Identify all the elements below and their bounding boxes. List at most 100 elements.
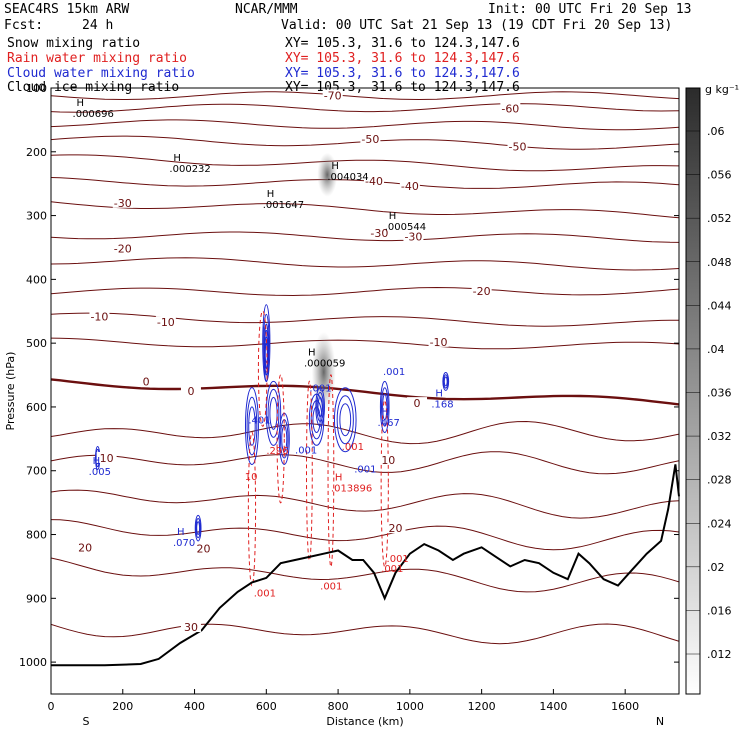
isotherm-label-bg <box>471 284 492 296</box>
legend-rain-xy: XY= 105.3, 31.6 to 124.3,147.6 <box>285 51 520 66</box>
isotherm-label: -10 <box>157 316 175 329</box>
isotherm-line <box>51 378 679 406</box>
isotherm-label: 0 <box>187 385 194 398</box>
isotherm-label: 20 <box>78 541 92 554</box>
legend-cloudwater-name: Cloud water mixing ratio <box>7 66 195 81</box>
cloud-water-contour <box>194 514 202 542</box>
y-tick-label: 200 <box>26 146 47 159</box>
isotherm-label: -40 <box>365 175 383 188</box>
cloud-water-contour <box>195 518 201 539</box>
colorbar: g kg⁻¹ .06 .056 .052 .048 .044 .04 .036 .032 .02… <box>685 83 739 695</box>
isotherm-line <box>51 519 679 551</box>
cloud-water-contour <box>267 388 280 438</box>
extremum-value: .001 <box>320 581 342 592</box>
ice-shading <box>317 152 338 197</box>
rain-water-contour <box>257 310 268 427</box>
extremum-value: .000544 <box>385 222 426 233</box>
cloud-water-contour <box>443 374 449 389</box>
y-tick-label: 1000 <box>19 656 47 669</box>
y-tick-label: 900 <box>26 592 47 605</box>
isotherm-label: -30 <box>114 197 132 210</box>
isotherm-label-bg <box>96 451 117 463</box>
cloud-water-contour <box>443 376 448 387</box>
cloud-water-contour <box>382 393 388 421</box>
isotherm-line <box>51 489 679 519</box>
legend-rain-name: Rain water mixing ratio <box>7 51 188 66</box>
cloud-water-contour <box>263 329 269 383</box>
cloud-water-contour <box>442 371 450 391</box>
fcst-value: 24 h <box>82 18 114 33</box>
extremum-value: .005 <box>89 467 111 478</box>
extremum-value: .001 <box>342 442 364 453</box>
cloud-water-contour <box>246 396 258 456</box>
extremum-value: .001647 <box>263 200 304 211</box>
x-tick-label: 1200 <box>468 700 496 713</box>
isotherm-label: -60 <box>501 102 519 115</box>
isotherm-label-bg <box>378 453 399 465</box>
x-tick-label: 200 <box>112 700 133 713</box>
colorbar-tick-label: .032 <box>707 430 732 443</box>
isotherm-label-bg <box>180 621 201 633</box>
isotherm-label: 0 <box>414 397 421 410</box>
isotherm-line <box>51 201 679 219</box>
isotherm-line <box>51 119 679 131</box>
extremum-marker: H <box>435 388 443 399</box>
colorbar-tick-label: .036 <box>707 387 732 400</box>
y-tick-label: 700 <box>26 465 47 478</box>
extremum-marker: H <box>308 348 316 359</box>
extremum-value: .004034 <box>327 172 368 183</box>
isotherm-label: -10 <box>90 310 108 323</box>
isotherm-line <box>51 231 679 243</box>
isotherm-label-bg <box>322 89 343 101</box>
extremum-value: .467 <box>378 418 400 429</box>
extremum-value: .000232 <box>169 164 210 175</box>
plot-frame <box>50 87 680 695</box>
org-label: NCAR/MMM <box>235 2 298 17</box>
extremum-value: .001 <box>383 367 405 378</box>
isotherm-label-bg <box>112 196 133 208</box>
cloud-water-contour <box>336 395 354 445</box>
extremum-value: .001 <box>295 445 317 456</box>
x-axis-left-end: S <box>83 715 90 728</box>
extremum-value: .168 <box>431 399 453 410</box>
extremum-marker: H <box>93 456 101 467</box>
fcst-label: Fcst: <box>4 18 44 33</box>
isotherm-label-bg <box>500 102 521 114</box>
extremum-value: .000696 <box>73 109 114 120</box>
isotherm-label-bg <box>89 310 110 322</box>
isotherm-label-bg <box>369 226 390 238</box>
cloud-water-contour <box>339 403 352 437</box>
isotherm-line <box>51 257 679 271</box>
rain-water-contour <box>380 399 389 568</box>
isotherm-label: -50 <box>361 133 379 146</box>
x-axis-label: Distance (km) <box>326 715 403 728</box>
isotherm-line <box>51 623 679 645</box>
x-tick-label: 600 <box>256 700 277 713</box>
isotherm-label: -40 <box>401 180 419 193</box>
isotherm-label: 20 <box>389 522 403 535</box>
y-tick-label: 100 <box>26 82 47 95</box>
isotherm-label-bg <box>363 175 384 187</box>
cloud-water-contour <box>264 336 269 376</box>
extremum-value: .070 <box>173 538 195 549</box>
init-label: Init: 00 UTC Fri 20 Sep 13 <box>488 2 692 17</box>
extremum-value: .001 <box>309 384 331 395</box>
colorbar-tick-label: .048 <box>707 256 732 269</box>
y-axis-label: Pressure (hPa) <box>4 352 17 431</box>
model-title: SEAC4RS 15km ARW <box>4 2 130 17</box>
extremum-marker: H <box>177 527 185 538</box>
isotherm-label-bg <box>155 316 176 328</box>
cloud-water-contour <box>269 396 278 430</box>
colorbar-tick-label: .04 <box>707 343 725 356</box>
y-tick-label: 300 <box>26 210 47 223</box>
rain-water-contour <box>305 380 313 561</box>
extremum-marker: H <box>382 407 390 418</box>
colorbar-tick-label: .02 <box>707 561 725 574</box>
extremum-marker: H <box>173 153 181 164</box>
colorbar-tick-label: .024 <box>707 517 732 530</box>
isotherm-label-bg <box>112 242 133 254</box>
isotherm-line <box>51 91 679 101</box>
colorbar-tick-label: .012 <box>707 648 732 661</box>
isotherm-line <box>51 312 679 327</box>
isotherm-label: 30 <box>184 621 198 634</box>
